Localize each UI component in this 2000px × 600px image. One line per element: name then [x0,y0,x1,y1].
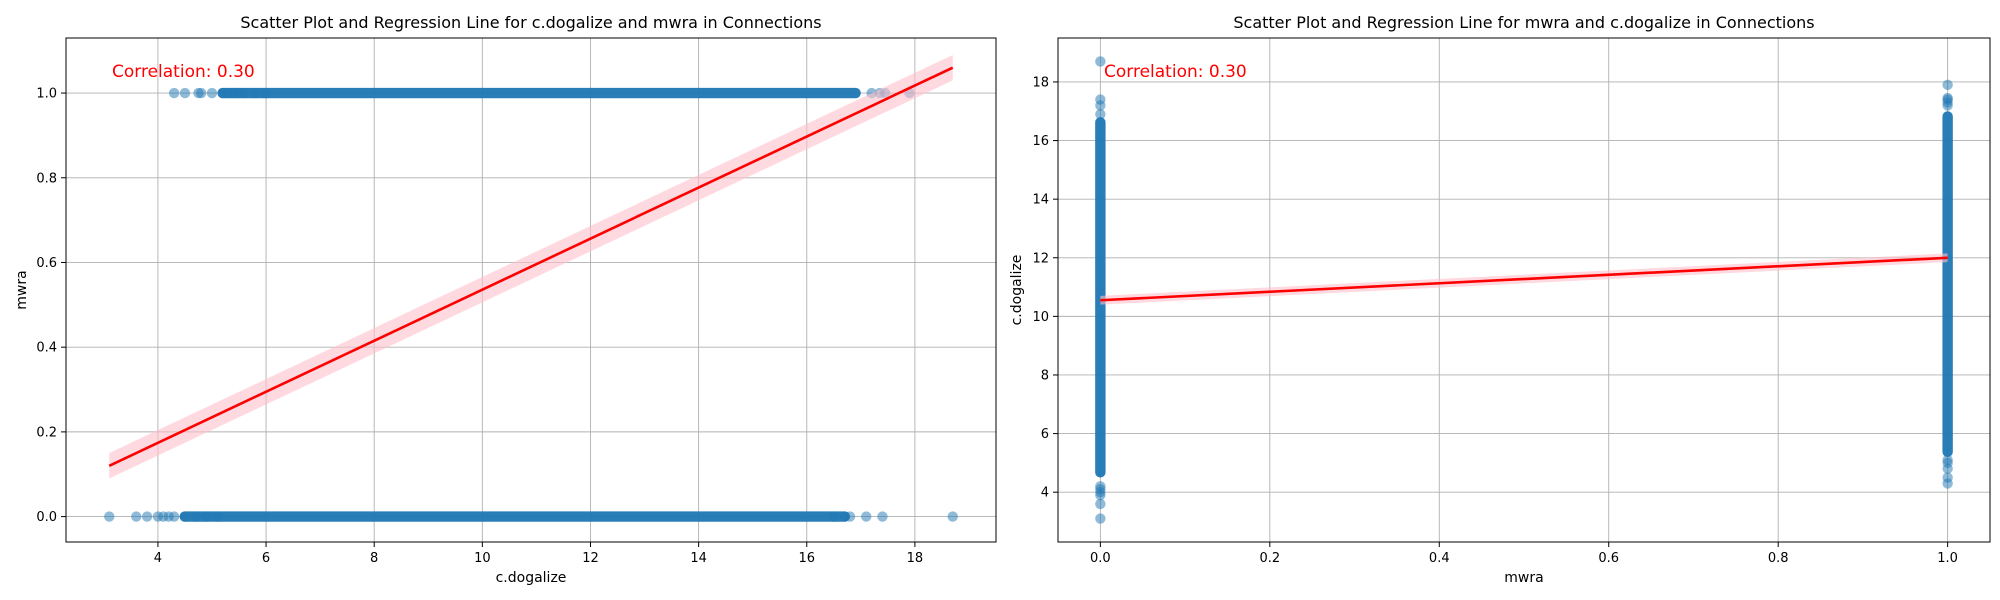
scatter-point [206,87,218,99]
scatter-point [1095,56,1106,67]
x-tick-label: 4 [154,551,162,566]
y-tick-label: 1.0 [36,87,57,102]
regression-line [1100,256,1948,302]
x-axis-label: c.dogalize [496,570,567,586]
scatter-point [947,511,958,522]
scatter-point [260,87,272,99]
x-tick-label: 14 [690,551,707,566]
x-tick-label: 10 [474,551,491,566]
scatter-point [1942,92,1953,104]
plot-frame [65,37,997,543]
correlation-annotation: Correlation: 0.30 [112,62,255,82]
scatter-point [844,511,856,522]
scatter-point [828,511,839,522]
right-chart: Scatter Plot and Regression Line for mwr… [1009,13,1991,586]
regression-line [108,66,954,467]
y-tick-label: 0.8 [36,171,57,186]
x-tick-label: 6 [262,551,270,566]
y-tick-label: 8 [1041,368,1049,383]
x-tick-label: 18 [907,551,924,566]
scatter-point [141,511,153,522]
y-tick-label: 12 [1032,251,1049,266]
y-tick-label: 4 [1041,486,1049,501]
x-tick-label: 8 [370,551,378,566]
scatter-point [131,511,142,522]
scatter-point [861,511,872,522]
scatter-point [1095,513,1106,524]
scatter-point [212,511,223,522]
y-tick-label: 18 [1032,75,1049,90]
x-tick-label: 16 [798,551,815,566]
y-tick-label: 14 [1032,193,1049,208]
scatter-point [168,511,180,522]
scatter-point [179,87,191,99]
scatter-point [1095,481,1106,492]
scatter-point [201,511,212,522]
scatter-point [179,511,191,522]
scatter-point [1095,498,1106,510]
x-tick-label: 0.4 [1429,551,1450,566]
scatter-point [877,511,888,522]
y-tick-label: 0.6 [36,256,57,271]
y-axis-label: mwra [14,270,30,309]
x-tick-label: 12 [582,551,599,566]
x-tick-label: 0.2 [1259,551,1280,566]
plot-frame [1057,37,1991,543]
x-tick-label: 0.8 [1768,551,1789,566]
dense-points-band [217,87,861,99]
y-tick-label: 10 [1032,310,1049,325]
scatter-point [168,87,180,99]
scatter-point [190,511,201,522]
x-tick-label: 1.0 [1937,551,1958,566]
scatter-point [1942,454,1953,466]
x-axis-label: mwra [1504,570,1543,586]
scatter-point [1095,94,1106,105]
scatter-point [104,511,115,522]
scatter-point [1942,472,1953,483]
chart-title: Scatter Plot and Regression Line for mwr… [1233,13,1814,32]
y-tick-label: 0.4 [36,341,57,356]
y-tick-label: 0.0 [36,510,57,525]
scatter-point [250,87,261,99]
dense-points-band [1942,111,1953,458]
scatter-point [239,87,250,99]
y-tick-label: 16 [1032,134,1049,149]
y-axis-label: c.dogalize [1009,255,1025,326]
scatter-point [195,87,207,99]
y-tick-label: 0.2 [36,425,57,440]
scatter-point [1942,79,1953,91]
x-tick-label: 0.6 [1598,551,1619,566]
dense-points-band [179,511,851,522]
y-tick-label: 6 [1041,427,1049,442]
left-chart: Scatter Plot and Regression Line for c.d… [14,13,997,586]
scatter-point [1095,108,1106,120]
x-tick-label: 0.0 [1090,551,1111,566]
chart-title: Scatter Plot and Regression Line for c.d… [240,13,821,32]
correlation-annotation: Correlation: 0.30 [1104,62,1247,82]
